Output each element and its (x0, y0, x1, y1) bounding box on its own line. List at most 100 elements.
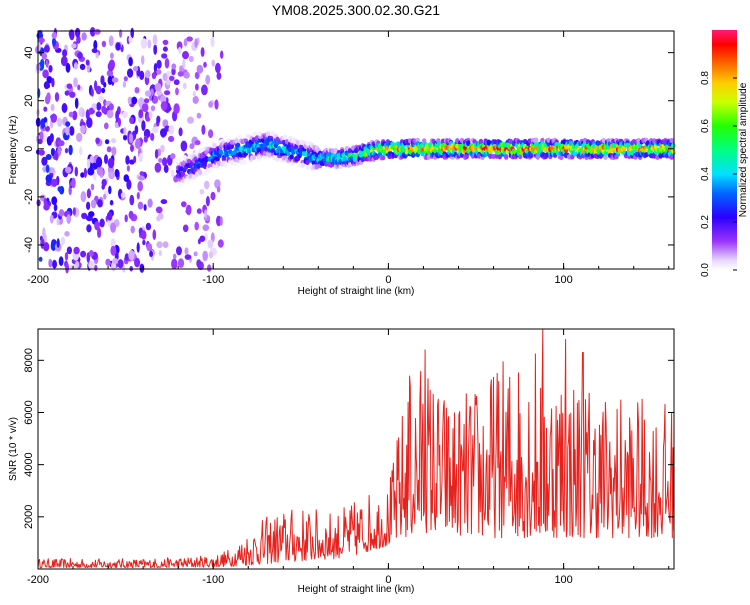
spectrogram-cell (137, 181, 143, 192)
spectrogram-cell (108, 59, 115, 70)
spectrogram-x-ticks: -200 -100 0 100 (27, 31, 670, 286)
colorbar-tick-label: 0.2 (700, 215, 711, 229)
spectrogram-cell (184, 247, 189, 255)
spectrogram-cell (286, 150, 291, 157)
spectrogram-cell (139, 263, 145, 273)
spectrogram-cell (80, 172, 85, 178)
spectrogram-cell (172, 253, 177, 260)
snr-y-tick-label: 6000 (23, 400, 35, 424)
colorbar-tick-label: 0.4 (700, 167, 711, 181)
spectrogram-cell (88, 211, 95, 218)
spectrogram-cell (135, 138, 141, 149)
spectrogram-cell (72, 207, 76, 216)
spectrogram-cell (126, 179, 132, 190)
spectrogram-cell (173, 103, 180, 115)
spectrogram-cell (143, 98, 150, 104)
spectrogram-cell (64, 252, 69, 261)
spectrogram-cell (104, 122, 109, 130)
spectrogram-cell (73, 246, 80, 255)
spectrogram-cell (68, 185, 72, 196)
spectrogram-cell (529, 153, 534, 159)
spectrogram-cell (50, 104, 55, 112)
spectrogram-y-tick-label: -40 (23, 237, 35, 253)
spectrogram-cell (202, 224, 210, 231)
spectrogram-cell (131, 96, 138, 105)
spectrogram-cell (196, 64, 204, 74)
spectrogram-cell (177, 71, 184, 77)
spectrogram-cell (133, 66, 139, 72)
spectrogram-cell (80, 250, 87, 258)
spectrogram-cell (381, 155, 386, 161)
spectrogram-cell (106, 109, 114, 119)
spectrogram-cell (210, 36, 215, 48)
spectrogram-cell (110, 52, 114, 59)
spectrogram-cell (37, 138, 43, 145)
spectrogram-cell (185, 204, 192, 216)
spectrogram-cell (69, 125, 75, 136)
spectrogram-cell (187, 116, 194, 124)
spectrogram-cell (94, 264, 98, 272)
spectrogram-cell (162, 39, 169, 46)
spectrogram-cell (287, 146, 293, 153)
spectrogram-cell (128, 250, 135, 261)
spectrogram-cell (48, 65, 53, 73)
spectrogram-cell (103, 193, 107, 200)
spectrogram-cell (229, 143, 234, 149)
spectrogram-cell (88, 107, 95, 115)
spectrogram-cell (134, 87, 140, 94)
spectrogram-cell (154, 82, 162, 92)
spectrogram-cell (168, 124, 175, 135)
spectrogram-cell (160, 101, 168, 111)
spectrogram-cell (79, 63, 86, 70)
spectrogram-cell (97, 199, 103, 208)
spectrogram-cell (58, 209, 65, 217)
colorbar-tick-label: 0.0 (700, 263, 711, 277)
snr-x-label: Height of straight line (km) (298, 584, 415, 595)
spectrogram-cell (124, 214, 128, 223)
spectrogram-cell (162, 241, 169, 249)
spectrogram-cell (96, 156, 103, 168)
spectrogram-cell (156, 215, 161, 222)
spectrogram-cell (129, 116, 134, 124)
spectrogram-cell (182, 224, 189, 233)
spectrogram-cell (122, 111, 128, 119)
spectrogram-cell (142, 239, 146, 246)
spectrogram-cell (202, 250, 208, 262)
spectrogram-y-label: Frequency (Hz) (8, 116, 19, 185)
spectrogram-cell (182, 58, 186, 69)
spectrogram-cell (491, 153, 496, 159)
snr-y-label: SNR (10 * v/v) (8, 417, 19, 481)
spectrogram-cell (43, 198, 47, 207)
spectrogram-cell (57, 145, 62, 157)
spectrogram-cell (143, 204, 147, 211)
spectrogram-cell (126, 165, 130, 172)
spectrogram-cells (35, 27, 676, 274)
spectrogram-cell (106, 211, 113, 221)
spectrogram-cell (194, 140, 201, 146)
colorbar-tick-label: 0.6 (700, 119, 711, 133)
spectrogram-cell (106, 69, 114, 77)
spectrogram-cell (54, 92, 60, 102)
spectrogram-cell (49, 133, 54, 143)
spectrogram-cell (139, 171, 145, 177)
spectrogram-cell (193, 251, 198, 257)
spectrogram-cell (194, 71, 200, 80)
spectrogram-cell (163, 164, 169, 173)
spectrogram-cell (154, 162, 162, 173)
spectrogram-cell (94, 80, 98, 91)
spectrogram-cell (145, 70, 151, 79)
spectrogram-cell (138, 109, 144, 119)
spectrogram-cell (130, 27, 134, 39)
spectrogram-cell (219, 216, 223, 226)
spectrogram-cell (194, 38, 198, 48)
spectrogram-x-tick-label: 0 (385, 274, 391, 286)
spectrogram-cell (220, 50, 224, 59)
spectrogram-cell (110, 245, 117, 256)
spectrogram-cell (96, 102, 102, 111)
spectrogram-cell (420, 151, 425, 157)
spectrogram-cell (568, 140, 573, 146)
spectrogram-cell (141, 55, 145, 65)
spectrogram-cell (86, 201, 91, 210)
spectrogram-cell (210, 191, 216, 201)
